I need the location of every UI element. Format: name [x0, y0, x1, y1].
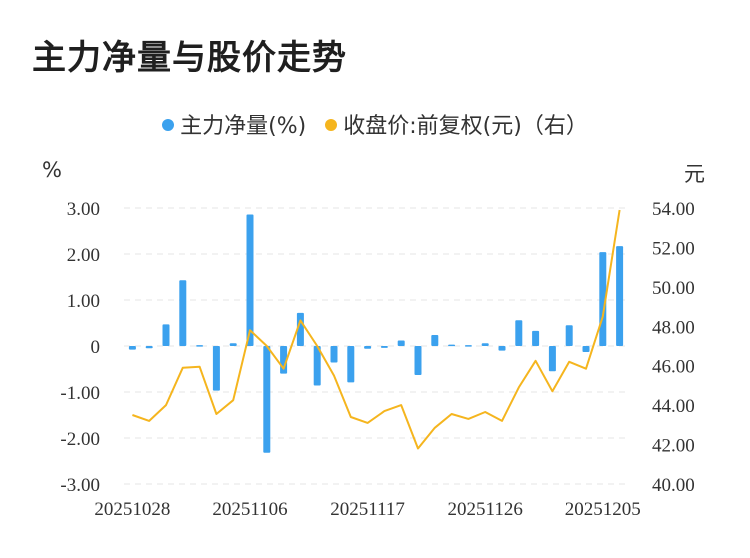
x-axis-ticks: 20251028 20251106 20251117 20251126 20251205	[94, 499, 640, 520]
bar[interactable]	[431, 334, 439, 346]
legend-label-close-price: 收盘价:前复权(元)（右）	[343, 114, 588, 139]
bar[interactable]	[263, 346, 271, 453]
bar[interactable]	[364, 346, 372, 349]
right-axis-tick-label: 48.00	[652, 317, 695, 338]
bar[interactable]	[515, 320, 523, 346]
grid-lines	[124, 207, 628, 485]
x-axis-tick-label: 20251117	[330, 499, 405, 520]
bar[interactable]	[212, 346, 220, 391]
bar[interactable]	[347, 346, 355, 383]
bar[interactable]	[229, 343, 237, 346]
left-axis-tick-label: -1.00	[60, 383, 100, 404]
right-axis-unit: 元	[684, 162, 705, 186]
bar[interactable]	[162, 324, 170, 346]
bar[interactable]	[296, 312, 304, 346]
bar[interactable]	[565, 325, 573, 346]
left-axis-tick-label: 2.00	[67, 245, 100, 266]
left-axis-tick-label: 3.00	[67, 199, 100, 220]
left-axis-ticks: 3.00 2.00 1.00 0 -1.00 -2.00 -3.00	[60, 199, 100, 496]
right-axis-tick-label: 42.00	[652, 436, 695, 457]
x-axis-tick-label: 20251126	[448, 499, 523, 520]
legend-dot-icon	[162, 119, 175, 131]
right-axis-tick-label: 46.00	[652, 357, 695, 378]
x-axis-tick-label: 20251028	[94, 499, 170, 520]
bar[interactable]	[380, 346, 388, 348]
left-axis-unit: %	[42, 158, 62, 182]
right-axis-tick-label: 44.00	[652, 396, 695, 417]
bar[interactable]	[481, 343, 489, 346]
line-series	[132, 209, 621, 450]
legend-label-net-flow: 主力净量(%)	[180, 114, 307, 139]
right-axis-tick-label: 52.00	[652, 238, 695, 259]
left-axis-tick-label: -2.00	[60, 429, 100, 450]
bar[interactable]	[498, 346, 506, 351]
price-line[interactable]	[132, 209, 621, 450]
legend-item-net-flow[interactable]: 主力净量(%)	[162, 108, 306, 140]
bar[interactable]	[616, 246, 624, 346]
right-axis-tick-label: 40.00	[652, 475, 695, 496]
bar[interactable]	[448, 344, 456, 347]
legend-item-close-price[interactable]: 收盘价:前复权(元)（右）	[325, 108, 588, 140]
bar[interactable]	[330, 346, 338, 363]
bar[interactable]	[464, 345, 472, 347]
left-axis-tick-label: 1.00	[67, 291, 100, 312]
bar[interactable]	[196, 345, 204, 347]
bar[interactable]	[145, 346, 153, 349]
bar[interactable]	[582, 346, 590, 352]
legend: 主力净量(%) 收盘价:前复权(元)（右）	[0, 108, 750, 140]
chart-title: 主力净量与股价走势	[32, 38, 347, 78]
bar[interactable]	[397, 340, 405, 346]
bar[interactable]	[179, 280, 187, 346]
bar[interactable]	[548, 346, 556, 372]
right-axis-tick-label: 50.00	[652, 278, 695, 299]
x-axis-tick-label: 20251106	[212, 499, 287, 520]
left-axis-tick-label: -3.00	[60, 475, 100, 496]
bar[interactable]	[414, 346, 422, 375]
legend-dot-icon	[325, 119, 338, 131]
right-axis-tick-label: 54.00	[652, 199, 695, 220]
bar-series	[128, 214, 624, 453]
x-axis-tick-label: 20251205	[565, 499, 641, 520]
bar[interactable]	[246, 214, 254, 346]
left-axis-tick-label: 0	[91, 337, 101, 358]
bar[interactable]	[313, 346, 321, 386]
bar[interactable]	[128, 346, 136, 350]
right-axis-ticks: 54.00 52.00 50.00 48.00 46.00 44.00 42.00 40.00	[652, 199, 695, 496]
bar[interactable]	[532, 330, 540, 346]
